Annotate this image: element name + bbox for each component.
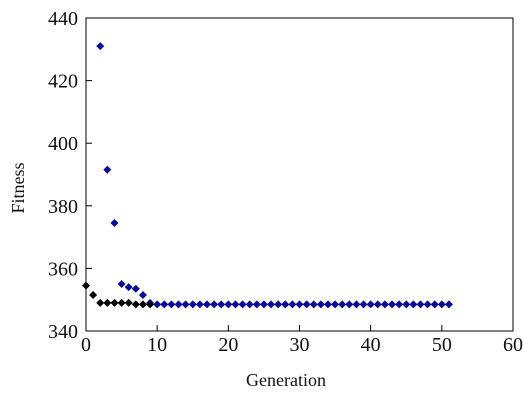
data-point <box>430 300 439 309</box>
data-point <box>231 300 240 309</box>
data-point <box>245 300 254 309</box>
data-point <box>323 300 332 309</box>
y-tick-label: 380 <box>48 196 78 218</box>
data-point <box>124 283 133 292</box>
x-tick-label: 20 <box>218 334 238 356</box>
y-tick-label: 400 <box>48 133 78 155</box>
series-1 <box>96 42 453 309</box>
data-point <box>380 300 389 309</box>
data-point <box>238 300 247 309</box>
data-point <box>195 300 204 309</box>
x-axis-label: Generation <box>246 370 326 390</box>
x-tick-label: 0 <box>81 334 91 356</box>
data-point <box>316 300 325 309</box>
data-point <box>138 300 147 309</box>
data-point <box>281 300 290 309</box>
data-point <box>210 300 219 309</box>
y-tick-label: 340 <box>48 321 78 343</box>
data-point <box>366 300 375 309</box>
data-point <box>224 300 233 309</box>
data-point <box>110 219 119 228</box>
data-point <box>338 300 347 309</box>
data-point <box>117 280 126 289</box>
data-point <box>416 300 425 309</box>
data-point <box>444 300 453 309</box>
axis-ticks <box>85 17 514 332</box>
x-tick-label: 30 <box>290 334 310 356</box>
data-point <box>82 281 90 290</box>
data-point <box>402 300 411 309</box>
x-tick-label: 50 <box>432 334 452 356</box>
x-tick-label: 10 <box>147 334 167 356</box>
data-point <box>295 300 304 309</box>
y-axis-label: Fitness <box>8 162 28 213</box>
data-point <box>395 300 404 309</box>
data-point <box>274 300 283 309</box>
data-point <box>302 300 311 309</box>
x-tick-label: 60 <box>503 334 523 356</box>
data-point <box>96 298 105 307</box>
data-point <box>309 300 318 309</box>
data-point <box>331 300 340 309</box>
data-point <box>345 300 354 309</box>
data-point <box>103 298 112 307</box>
data-point <box>252 300 261 309</box>
y-tick-label: 420 <box>48 71 78 93</box>
data-point <box>373 300 382 309</box>
data-point <box>117 298 126 307</box>
data-point <box>259 300 268 309</box>
data-point <box>96 42 105 51</box>
x-tick-label: 40 <box>361 334 381 356</box>
data-point <box>146 300 155 309</box>
data-point <box>160 300 169 309</box>
plot-frame <box>85 17 514 332</box>
data-point <box>267 300 276 309</box>
data-point <box>167 300 176 309</box>
data-point <box>181 300 190 309</box>
data-point <box>188 300 197 309</box>
data-point <box>131 284 140 293</box>
y-tick-labels: 340 360 380 400 420 440 <box>48 8 78 343</box>
data-point <box>138 291 147 300</box>
data-point <box>202 300 211 309</box>
data-point <box>110 298 119 307</box>
data-point <box>124 298 133 307</box>
x-tick-labels: 0 10 20 30 40 50 60 <box>81 334 523 356</box>
data-point <box>388 300 397 309</box>
data-point <box>89 291 98 300</box>
y-tick-label: 440 <box>48 8 78 30</box>
data-point <box>103 165 112 174</box>
data-point <box>409 300 418 309</box>
data-points <box>82 42 453 309</box>
data-point <box>131 300 140 309</box>
data-point <box>288 300 297 309</box>
data-point <box>359 300 368 309</box>
data-point <box>153 300 162 309</box>
data-point <box>437 300 446 309</box>
y-tick-label: 360 <box>48 258 78 280</box>
data-point <box>217 300 226 309</box>
data-point <box>423 300 432 309</box>
data-point <box>174 300 183 309</box>
data-point <box>352 300 361 309</box>
series-2 <box>82 281 155 309</box>
